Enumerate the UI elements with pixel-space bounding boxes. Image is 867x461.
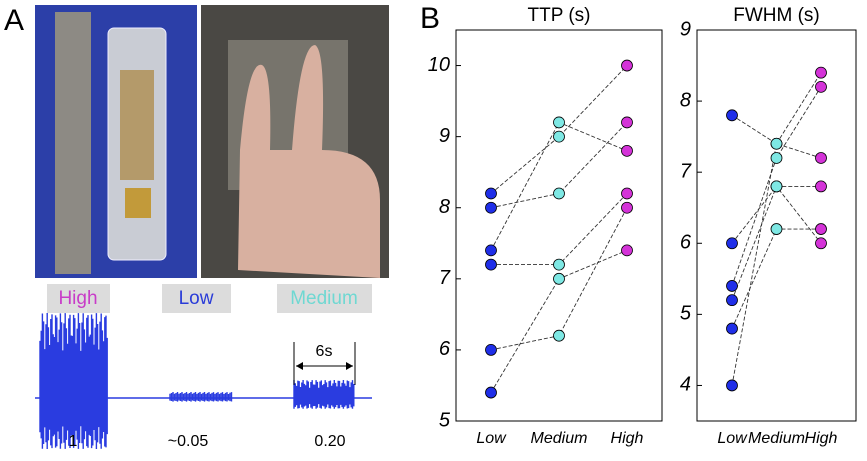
amplitude-label: ~0.05 bbox=[168, 433, 209, 450]
label-box bbox=[162, 284, 231, 313]
series-line bbox=[491, 193, 628, 266]
data-point bbox=[485, 244, 497, 257]
data-point bbox=[485, 258, 497, 271]
chart-title: TTP (s) bbox=[528, 5, 591, 26]
x-tick-label: Medium bbox=[531, 430, 588, 447]
y-tick-label: 9 bbox=[439, 125, 450, 147]
chart-title: FWHM (s) bbox=[733, 5, 820, 26]
data-point bbox=[485, 187, 497, 200]
series-line bbox=[731, 114, 822, 159]
data-point bbox=[621, 244, 633, 257]
condition-label: High bbox=[58, 288, 97, 309]
hand bbox=[238, 45, 380, 278]
label-box bbox=[277, 284, 372, 313]
x-tick-label: High bbox=[611, 430, 644, 447]
data-point bbox=[726, 379, 738, 392]
series-line bbox=[490, 249, 628, 393]
amplitude-label: 1 bbox=[69, 433, 78, 450]
burst bbox=[293, 380, 355, 409]
panel-label: A bbox=[4, 4, 24, 37]
plot-frame bbox=[696, 29, 857, 422]
y-tick-label: 8 bbox=[439, 196, 450, 218]
x-tick-label: Low bbox=[717, 430, 748, 447]
data-point bbox=[621, 187, 633, 200]
y-tick-label: 4 bbox=[680, 374, 691, 396]
data-point bbox=[485, 386, 497, 399]
data-point bbox=[621, 144, 633, 157]
x-tick-label: Medium bbox=[748, 430, 805, 447]
data-point bbox=[621, 59, 633, 72]
series-line bbox=[731, 72, 822, 386]
condition-label: Low bbox=[179, 288, 214, 309]
data-point bbox=[553, 116, 565, 129]
y-tick-label: 5 bbox=[680, 303, 692, 325]
data-point bbox=[815, 223, 827, 235]
data-point bbox=[770, 152, 783, 164]
data-point bbox=[726, 237, 738, 250]
data-point bbox=[553, 130, 565, 143]
data-point bbox=[553, 329, 565, 342]
panel-label: B bbox=[420, 2, 440, 35]
device-chip bbox=[125, 188, 151, 218]
x-tick-label: High bbox=[805, 430, 838, 447]
data-point bbox=[726, 280, 738, 292]
arrow-heads bbox=[296, 362, 353, 370]
data-point bbox=[770, 180, 783, 193]
ruler bbox=[55, 12, 91, 274]
plot-frame bbox=[455, 29, 663, 422]
data-point bbox=[553, 272, 565, 285]
data-point bbox=[621, 201, 633, 214]
data-point bbox=[726, 294, 738, 307]
burst bbox=[169, 392, 233, 402]
condition-label: Medium bbox=[290, 288, 358, 309]
data-point bbox=[726, 109, 738, 122]
data-point bbox=[770, 223, 783, 235]
y-tick-label: 5 bbox=[439, 409, 451, 431]
data-point bbox=[726, 322, 738, 335]
data-point bbox=[815, 80, 827, 93]
scale-label: 6s bbox=[316, 343, 333, 360]
data-point bbox=[815, 180, 827, 193]
label-box bbox=[47, 284, 110, 313]
data-point bbox=[770, 137, 783, 150]
y-tick-label: 8 bbox=[680, 89, 691, 111]
y-tick-label: 7 bbox=[680, 160, 692, 182]
data-point bbox=[815, 237, 827, 250]
series-line bbox=[490, 65, 628, 194]
data-point bbox=[485, 201, 497, 214]
data-point bbox=[553, 187, 565, 200]
amplitude-label: 0.20 bbox=[314, 433, 345, 450]
waveform bbox=[35, 313, 372, 449]
data-point bbox=[553, 258, 565, 271]
y-tick-label: 10 bbox=[428, 54, 450, 76]
y-tick-label: 7 bbox=[439, 267, 451, 289]
data-point bbox=[815, 66, 827, 79]
x-tick-label: Low bbox=[476, 430, 507, 447]
y-tick-label: 6 bbox=[439, 338, 451, 360]
data-point bbox=[815, 152, 827, 164]
data-point bbox=[621, 116, 633, 129]
data-point bbox=[485, 344, 497, 356]
y-tick-label: 9 bbox=[680, 18, 691, 40]
y-tick-label: 6 bbox=[680, 232, 692, 254]
burst bbox=[39, 313, 108, 449]
series-line bbox=[731, 185, 822, 301]
device-pad bbox=[120, 70, 154, 180]
